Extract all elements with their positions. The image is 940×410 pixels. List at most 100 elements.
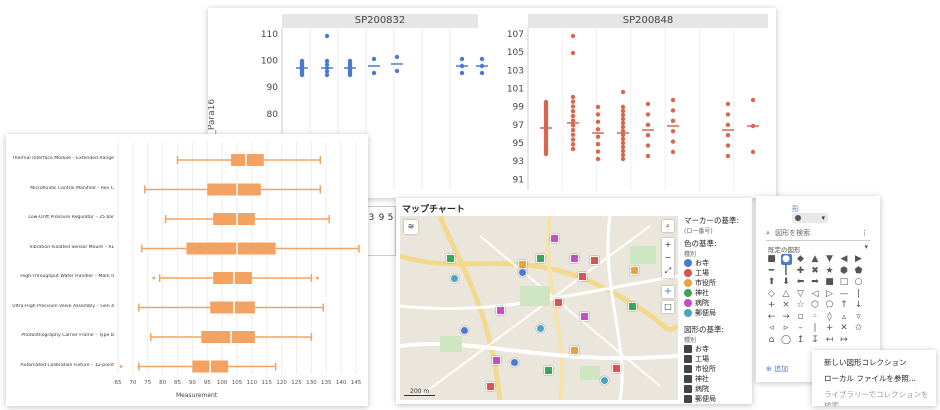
shape-option[interactable]: ▫ bbox=[797, 311, 804, 322]
map-marker[interactable] bbox=[600, 376, 609, 385]
box[interactable] bbox=[207, 183, 261, 196]
legend-shape-item[interactable]: 病院 bbox=[684, 384, 750, 394]
shape-option[interactable]: ◇ bbox=[768, 288, 775, 299]
shape-option[interactable]: ✖ bbox=[811, 265, 819, 276]
data-point[interactable] bbox=[570, 99, 576, 104]
add-shape-button[interactable]: ⊕ 追加 bbox=[766, 364, 788, 374]
map-marker[interactable] bbox=[550, 234, 559, 243]
legend-color-item[interactable]: 郵便局 bbox=[684, 308, 750, 318]
outlier-point[interactable] bbox=[570, 33, 576, 39]
shape-option[interactable]: ➡ bbox=[811, 277, 819, 287]
shape-option[interactable]: + bbox=[825, 323, 834, 333]
map-marker[interactable] bbox=[570, 254, 579, 263]
map-marker[interactable] bbox=[446, 254, 455, 263]
data-point[interactable] bbox=[620, 108, 626, 114]
shape-option[interactable]: ▶ bbox=[855, 254, 862, 264]
map-marker[interactable] bbox=[580, 312, 589, 321]
data-point[interactable] bbox=[570, 94, 576, 100]
map-marker[interactable] bbox=[486, 382, 495, 391]
shape-option[interactable]: + bbox=[767, 300, 776, 310]
data-point[interactable] bbox=[394, 54, 400, 60]
shape-option[interactable]: ◃ bbox=[769, 323, 774, 333]
menu-item-new-collection[interactable]: 新しい図形コレクション bbox=[824, 358, 907, 367]
data-point[interactable] bbox=[620, 152, 626, 158]
map-marker[interactable] bbox=[460, 326, 469, 335]
shape-option[interactable]: ◁ bbox=[811, 288, 819, 299]
shape-option[interactable]: ✕ bbox=[840, 323, 848, 333]
data-point[interactable] bbox=[725, 153, 731, 159]
box[interactable] bbox=[201, 331, 255, 343]
data-point[interactable] bbox=[670, 97, 676, 103]
zoom-fit-button[interactable]: ⤢ bbox=[664, 266, 672, 275]
map-marker[interactable] bbox=[536, 254, 545, 263]
data-point[interactable] bbox=[645, 153, 651, 159]
shape-option[interactable]: ✩ bbox=[854, 323, 863, 333]
shape-option[interactable]: ⌂ bbox=[768, 334, 775, 345]
map-marker[interactable] bbox=[536, 324, 545, 333]
data-point[interactable] bbox=[620, 156, 626, 162]
data-point[interactable] bbox=[645, 101, 651, 107]
map-marker[interactable] bbox=[590, 256, 599, 265]
data-point[interactable] bbox=[645, 122, 651, 128]
add-layer-button[interactable]: + bbox=[662, 286, 674, 298]
shape-option[interactable]: ■ bbox=[825, 277, 834, 287]
map-marker[interactable] bbox=[578, 272, 587, 281]
legend-color-item[interactable]: お寺 bbox=[684, 258, 750, 268]
data-point[interactable] bbox=[543, 151, 549, 157]
select-tool-button[interactable]: □ bbox=[662, 301, 674, 313]
data-point[interactable] bbox=[620, 124, 626, 130]
data-point[interactable] bbox=[645, 112, 651, 117]
legend-shape-item[interactable]: 市役所 bbox=[684, 364, 750, 374]
legend-color-item[interactable]: 市役所 bbox=[684, 278, 750, 288]
data-point[interactable] bbox=[324, 69, 330, 74]
data-point[interactable] bbox=[725, 101, 731, 107]
map-marker[interactable] bbox=[544, 366, 553, 375]
data-point[interactable] bbox=[394, 68, 400, 74]
shape-option[interactable]: ↥ bbox=[796, 334, 805, 345]
data-point[interactable] bbox=[570, 118, 576, 123]
data-point[interactable] bbox=[725, 112, 731, 117]
data-point[interactable] bbox=[620, 116, 626, 122]
data-point[interactable] bbox=[595, 104, 601, 110]
data-point[interactable] bbox=[620, 144, 626, 150]
shape-option[interactable]: ← bbox=[767, 311, 776, 322]
data-point[interactable] bbox=[620, 132, 626, 138]
box[interactable] bbox=[210, 301, 255, 314]
shape-option[interactable]: ● bbox=[780, 254, 792, 265]
shape-option[interactable]: ☆ bbox=[796, 300, 805, 310]
menu-item-browse-local[interactable]: ローカル ファイルを参照... bbox=[824, 374, 917, 383]
shape-option[interactable]: ↦ bbox=[840, 334, 848, 345]
outlier-point[interactable] bbox=[137, 365, 141, 368]
shape-option[interactable]: ⬇ bbox=[782, 277, 790, 287]
legend-shape-item[interactable]: お寺 bbox=[684, 344, 750, 354]
map-marker[interactable] bbox=[450, 274, 459, 283]
map-marker[interactable] bbox=[554, 298, 563, 307]
shape-option[interactable]: ↤ bbox=[825, 334, 834, 345]
shape-option[interactable]: ◆ bbox=[797, 254, 804, 264]
data-point[interactable] bbox=[570, 108, 576, 114]
data-point[interactable] bbox=[570, 113, 576, 119]
zoom-out-button[interactable]: − bbox=[664, 253, 672, 262]
shape-option[interactable]: ▽ bbox=[797, 288, 804, 299]
data-point[interactable] bbox=[570, 104, 576, 109]
data-point[interactable] bbox=[670, 129, 676, 134]
legend-shape-item[interactable]: 工場 bbox=[684, 354, 750, 364]
map-marker[interactable] bbox=[496, 306, 505, 315]
shape-option[interactable]: ⬠ bbox=[825, 300, 834, 310]
shape-option[interactable]: ⬅ bbox=[796, 277, 805, 287]
data-point[interactable] bbox=[645, 143, 651, 148]
legend-color-item[interactable]: 工場 bbox=[684, 268, 750, 278]
shape-option[interactable]: ○ bbox=[854, 277, 863, 287]
shape-option[interactable]: ★ bbox=[825, 265, 834, 276]
shape-option[interactable]: ⬢ bbox=[840, 265, 848, 276]
more-options-icon[interactable]: ⋮ bbox=[861, 229, 868, 237]
map-marker[interactable] bbox=[518, 268, 527, 277]
data-point[interactable] bbox=[570, 146, 576, 152]
box[interactable] bbox=[213, 272, 252, 284]
layers-button[interactable]: ≋ bbox=[404, 220, 418, 234]
shape-option[interactable]: ▷ bbox=[826, 288, 833, 299]
data-point[interactable] bbox=[570, 137, 576, 142]
outlier-point[interactable] bbox=[119, 365, 123, 368]
data-point[interactable] bbox=[459, 56, 465, 62]
outlier-point[interactable] bbox=[324, 33, 330, 39]
